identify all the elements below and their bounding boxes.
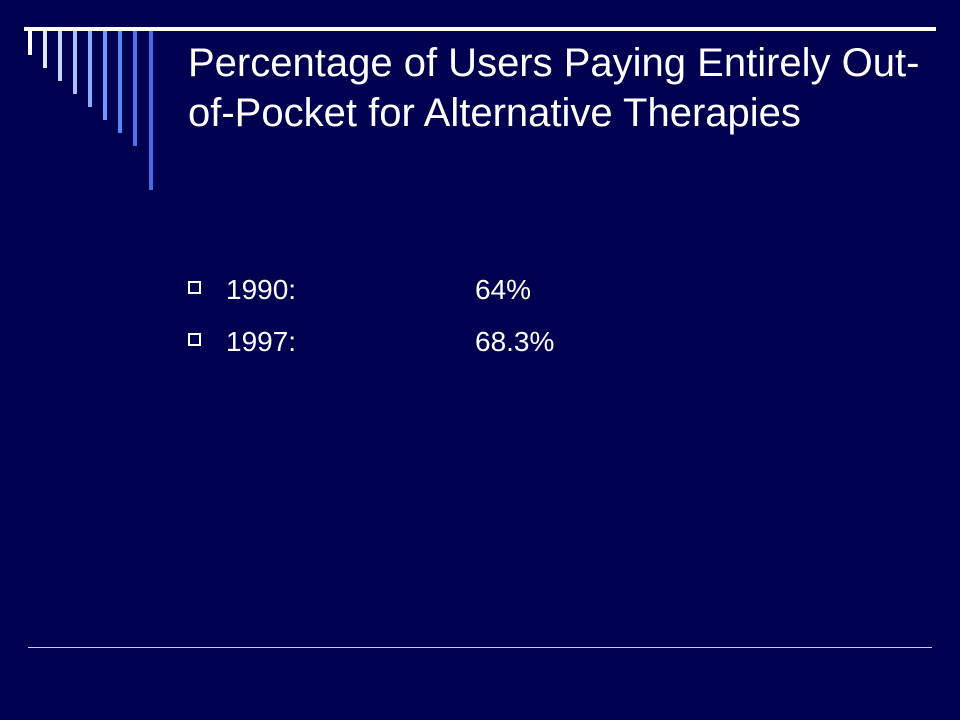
stripe bbox=[133, 31, 137, 146]
stripe bbox=[88, 31, 92, 107]
square-bullet-icon bbox=[188, 333, 201, 346]
bullet-item-1990: 1990: 64% bbox=[188, 264, 888, 316]
slide-title: Percentage of Users Paying Entirely Out-… bbox=[188, 41, 920, 135]
bottom-rule bbox=[28, 647, 932, 648]
bullet-value: 64% bbox=[475, 274, 532, 305]
bullet-year: 1990: bbox=[226, 274, 297, 305]
stripe bbox=[43, 31, 47, 68]
stripe bbox=[73, 31, 77, 94]
stripe bbox=[58, 31, 62, 81]
square-bullet-icon bbox=[188, 281, 201, 294]
stripe bbox=[149, 31, 153, 190]
stripe bbox=[28, 31, 32, 55]
bullet-list: 1990: 64% 1997: 68.3% bbox=[188, 264, 888, 368]
bullet-item-1997: 1997: 68.3% bbox=[188, 316, 888, 368]
bullet-value: 68.3% bbox=[475, 326, 555, 357]
bullet-year: 1997: bbox=[226, 326, 297, 357]
stripe bbox=[118, 31, 122, 133]
top-rule bbox=[24, 27, 936, 31]
corner-stripes-decoration bbox=[0, 0, 960, 200]
stripe bbox=[103, 31, 107, 120]
